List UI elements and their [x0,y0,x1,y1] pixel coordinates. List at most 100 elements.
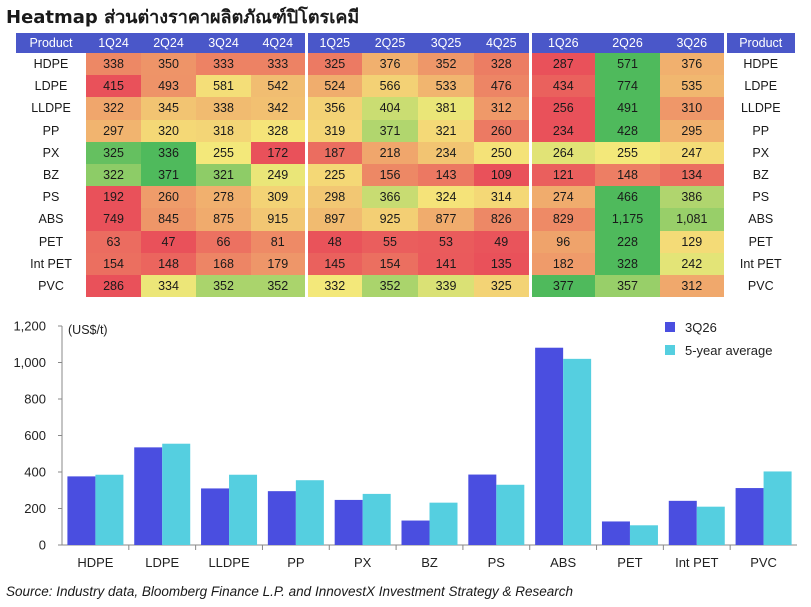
bar-chart: 0 200 400 600 800 1,000 1,200 (US$/t) HDPE LDPE LL… [13,319,797,570]
heatmap-product-label: PET [723,230,795,253]
heatmap-cell: 386 [660,186,725,209]
heatmap-cell: 571 [595,53,660,76]
x-tick-label: ABS [550,555,576,570]
heatmap-row: PET 63 47 66 81 48 55 53 49 96 228 129 PET [16,230,795,253]
heatmap-row: Int PET 154 148 168 179 145 154 141 135 182 328 242… [16,252,795,275]
heatmap-header-quarter: 1Q25 [304,33,362,53]
heatmap-cell: 333 [196,53,251,76]
heatmap-cell: 148 [595,163,660,187]
heatmap-cell: 749 [86,208,141,231]
bar-3q26 [334,499,363,545]
heatmap-header-product: Product [723,33,795,53]
y-axis-label: (US$/t) [68,323,108,337]
heatmap-product-label: PVC [723,274,795,298]
heatmap-cell: 63 [86,230,141,253]
heatmap-product-label: PET [16,230,86,253]
heatmap-cell: 845 [141,208,196,231]
heatmap-product-label: HDPE [723,53,795,76]
heatmap-product-label: ABS [723,208,795,231]
heatmap-cell: 234 [528,119,595,142]
heatmap-cell: 96 [528,230,595,253]
heatmap-cell: 774 [595,75,660,98]
y-tick-label: 800 [24,392,46,407]
heatmap-row: LLDPE 322 345 338 342 356 404 381 312 256 491 310 LL… [16,97,795,120]
heatmap-header-quarter: 2Q26 [595,33,660,53]
heatmap-row: PS 192 260 278 309 298 366 324 314 274 466 386 PS [16,186,795,209]
bar-5yr-average [563,358,592,545]
heatmap-product-label: LLDPE [723,97,795,120]
heatmap-product-label: PX [723,141,795,164]
x-tick-label: BZ [421,555,438,570]
heatmap-cell: 371 [362,119,418,142]
heatmap-cell: 566 [362,75,418,98]
heatmap-cell: 168 [196,252,251,275]
heatmap-cell: 476 [474,75,530,98]
heatmap-cell: 234 [418,141,474,164]
heatmap-cell: 897 [304,208,362,231]
heatmap-cell: 286 [86,274,141,298]
heatmap-cell: 915 [251,208,306,231]
heatmap-cell: 242 [660,252,725,275]
heatmap-cell: 187 [304,141,362,164]
heatmap-cell: 322 [86,97,141,120]
heatmap-cell: 404 [362,97,418,120]
heatmap-row: BZ 322 371 321 249 225 156 143 109 121 148 134 BZ [16,163,795,187]
heatmap-header-product: Product [16,33,86,53]
heatmap-cell: 466 [595,186,660,209]
heatmap-cell: 249 [251,163,306,187]
heatmap-cell: 255 [196,141,251,164]
heatmap-header-quarter: 1Q26 [528,33,595,53]
heatmap-product-label: LDPE [16,75,86,98]
heatmap-cell: 1,081 [660,208,725,231]
heatmap-cell: 148 [141,252,196,275]
heatmap-cell: 371 [141,163,196,187]
heatmap-cell: 328 [595,252,660,275]
heatmap-cell: 338 [196,97,251,120]
heatmap-cell: 376 [362,53,418,76]
heatmap-cell: 135 [474,252,530,275]
heatmap-cell: 143 [418,163,474,187]
heatmap-cell: 48 [304,230,362,253]
heatmap-product-label: LDPE [723,75,795,98]
heatmap-cell: 121 [528,163,595,187]
heatmap-cell: 345 [141,97,196,120]
heatmap-row: PP 297 320 318 328 319 371 321 260 234 428 295 PP [16,119,795,142]
heatmap-product-label: Int PET [16,252,86,275]
heatmap-cell: 319 [304,119,362,142]
heatmap-cell: 334 [141,274,196,298]
y-tick-label: 400 [24,465,46,480]
bar-3q26 [668,500,697,545]
heatmap-cell: 352 [196,274,251,298]
heatmap-cell: 172 [251,141,306,164]
heatmap-product-label: HDPE [16,53,86,76]
heatmap-cell: 829 [528,208,595,231]
heatmap-cell: 309 [251,186,306,209]
heatmap-cell: 314 [474,186,530,209]
heatmap-cell: 225 [304,163,362,187]
heatmap-cell: 524 [304,75,362,98]
heatmap-cell: 192 [86,186,141,209]
heatmap-header-quarter: 1Q24 [86,33,141,53]
bar-3q26 [134,447,163,545]
page-title: Heatmap ส่วนต่างราคาผลิตภัณฑ์ปิโตรเคมี [6,7,360,28]
bar-5yr-average [496,484,525,545]
bar-5yr-average [295,480,324,545]
heatmap-header-quarter: 3Q25 [418,33,474,53]
heatmap-cell: 154 [86,252,141,275]
heatmap-cell: 179 [251,252,306,275]
heatmap-header-quarter: 4Q25 [474,33,530,53]
heatmap-cell: 260 [474,119,530,142]
bar-5yr-average [629,525,658,545]
heatmap-cell: 109 [474,163,530,187]
heatmap-header-row: Product 1Q24 2Q24 3Q24 4Q24 1Q25 2Q25 3Q… [16,33,795,53]
heatmap-cell: 415 [86,75,141,98]
x-tick-label: PP [287,555,304,570]
heatmap-cell: 256 [528,97,595,120]
heatmap-cell: 156 [362,163,418,187]
heatmap-cell: 325 [86,141,141,164]
heatmap-cell: 298 [304,186,362,209]
heatmap-product-label: PS [723,186,795,209]
heatmap-cell: 145 [304,252,362,275]
bar-3q26 [601,521,630,545]
heatmap-product-label: BZ [723,163,795,187]
